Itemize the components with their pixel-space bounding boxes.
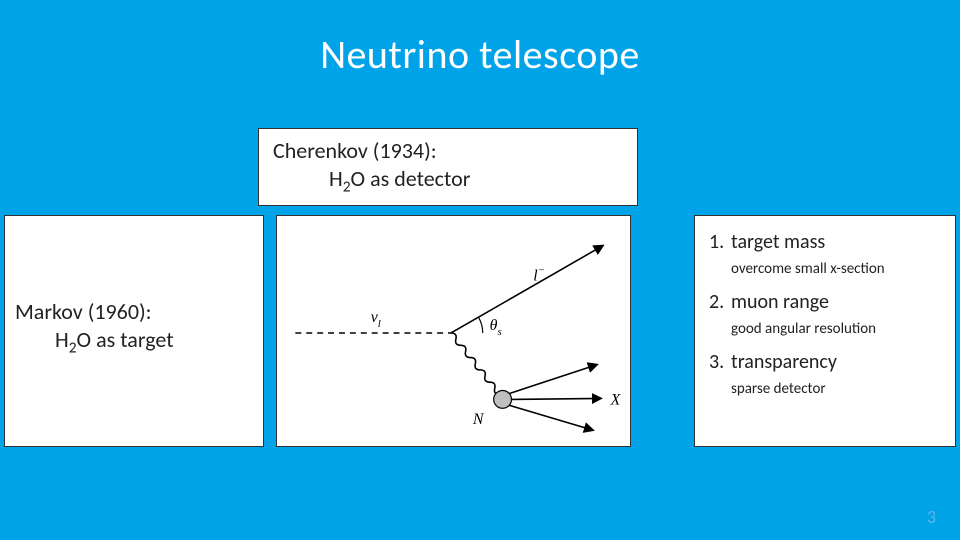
- requirement-number: 2.: [709, 290, 731, 314]
- page-number: 3: [927, 506, 936, 528]
- cherenkov-panel: Cherenkov (1934): H2O as detector: [258, 128, 638, 206]
- markov-line1: Markov (1960):: [15, 298, 263, 326]
- neutrino-label: νl: [371, 309, 381, 330]
- requirement-title: transparency: [731, 350, 837, 374]
- markov-panel: Markov (1960): H2O as target: [4, 215, 264, 447]
- markov-line2: H2O as target: [15, 326, 263, 358]
- nucleon-label: N: [472, 411, 485, 428]
- cherenkov-line2: H2O as detector: [273, 165, 623, 197]
- requirement-item: 3.transparency: [709, 350, 941, 374]
- requirement-item: 2.muon range: [709, 290, 941, 314]
- requirement-sub: sparse detector: [709, 380, 941, 398]
- feynman-diagram: νl l− θs N X: [276, 215, 631, 447]
- nucleon-circle: [494, 390, 512, 408]
- requirement-sub: overcome small x-section: [709, 260, 941, 278]
- requirement-number: 1.: [709, 230, 731, 254]
- requirement-title: target mass: [731, 230, 825, 254]
- boson-line: [451, 333, 500, 394]
- feynman-svg: νl l− θs N X: [277, 216, 630, 446]
- requirement-number: 3.: [709, 350, 731, 374]
- hadron-line-2: [511, 398, 600, 399]
- hadron-label: X: [610, 391, 622, 408]
- angle-arc: [478, 317, 482, 333]
- requirements-panel: 1.target mass overcome small x-section 2.m…: [694, 215, 956, 447]
- slide-title: Neutrino telescope: [0, 30, 960, 79]
- lepton-line: [451, 246, 603, 333]
- hadron-line-1: [510, 365, 597, 394]
- requirement-sub: good angular resolution: [709, 320, 941, 338]
- hadron-line-3: [510, 405, 593, 430]
- requirement-title: muon range: [731, 290, 829, 314]
- angle-label: θs: [490, 317, 502, 338]
- requirement-item: 1.target mass: [709, 230, 941, 254]
- cherenkov-line1: Cherenkov (1934):: [273, 137, 623, 165]
